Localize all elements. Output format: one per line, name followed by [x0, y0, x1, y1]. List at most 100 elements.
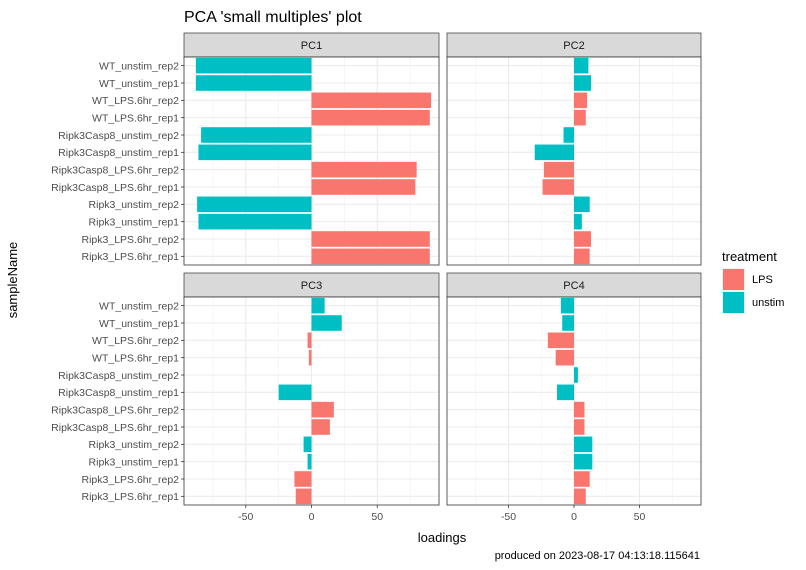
y-tick-label: WT_unstim_rep2 [99, 300, 179, 312]
bar [574, 488, 586, 505]
y-tick-label: Ripk3Casp8_unstim_rep2 [58, 130, 179, 142]
y-tick-label: WT_LPS.6hr_rep2 [92, 95, 179, 107]
x-axis-title: loadings [418, 530, 467, 545]
y-tick-label: Ripk3_unstim_rep2 [89, 199, 180, 211]
legend-title: treatment [722, 249, 777, 264]
y-tick-label: WT_LPS.6hr_rep1 [92, 352, 179, 364]
legend-label: LPS [752, 274, 773, 286]
bar [563, 127, 574, 143]
y-tick-label: Ripk3Casp8_unstim_rep1 [58, 387, 179, 399]
legend-key-unstim [723, 292, 744, 313]
bar [201, 127, 312, 143]
panel-pc3: PC3 WT_unstim_rep2 WT_unstim_rep1 WT_LPS.6h… [51, 272, 440, 523]
legend-key-lps [723, 269, 744, 290]
y-tick-label: Ripk3_LPS.6hr_rep2 [82, 474, 180, 486]
bar [195, 75, 312, 91]
y-tick-label: Ripk3_LPS.6hr_rep2 [82, 234, 180, 246]
bar [307, 332, 312, 349]
y-tick-label: WT_unstim_rep1 [99, 78, 179, 90]
bar [574, 367, 578, 383]
bar [574, 471, 590, 487]
bar [574, 75, 592, 91]
panel-pc2: PC2 [446, 32, 702, 266]
strip-pc3 [183, 272, 440, 298]
bar [574, 231, 592, 247]
x-tick-label: 50 [371, 511, 383, 523]
bar [534, 144, 574, 161]
x-tick-label: 50 [634, 511, 646, 523]
bar [303, 436, 312, 453]
bar [556, 384, 574, 401]
y-tick-label: Ripk3Casp8_LPS.6hr_rep2 [51, 404, 179, 416]
bar [574, 248, 590, 265]
panel-pc4: PC4 -50 0 50 [446, 272, 702, 523]
bar [311, 315, 342, 331]
bar [311, 419, 330, 435]
x-tick-label: -50 [238, 511, 253, 523]
y-tick-label: WT_LPS.6hr_rep1 [92, 112, 179, 124]
y-tick-label: Ripk3_unstim_rep2 [89, 439, 180, 451]
bar [542, 179, 574, 195]
bar [311, 179, 416, 195]
y-tick-label: Ripk3_LPS.6hr_rep1 [82, 251, 180, 263]
legend-label: unstim [752, 297, 784, 309]
bar [311, 92, 432, 109]
bar [198, 213, 312, 230]
strip-label: PC4 [563, 280, 584, 292]
panel-border [446, 56, 702, 266]
y-tick-label: Ripk3Casp8_LPS.6hr_rep1 [51, 422, 179, 434]
y-tick-label: WT_unstim_rep1 [99, 318, 179, 330]
bar [562, 315, 574, 331]
chart-title: PCA 'small multiples' plot [184, 9, 362, 26]
bar [308, 349, 312, 366]
bar [574, 453, 593, 470]
bar [278, 384, 312, 401]
bar [555, 349, 574, 366]
bar [311, 297, 325, 314]
bar [311, 161, 417, 178]
panel-border [183, 56, 440, 266]
bar [543, 161, 574, 178]
bar [294, 471, 312, 487]
y-tick-label: Ripk3Casp8_unstim_rep1 [58, 147, 179, 159]
strip-pc4 [446, 272, 702, 298]
caption: produced on 2023-08-17 04:13:18.115641 [495, 550, 700, 562]
bar [311, 401, 334, 418]
y-axis-title: sampleName [5, 242, 20, 319]
x-tick-label: 0 [571, 511, 577, 523]
bar [195, 57, 312, 74]
bar [574, 196, 590, 213]
strip-label: PC2 [563, 40, 584, 52]
strip-pc2 [446, 32, 702, 58]
bar [574, 419, 585, 435]
y-tick-label: Ripk3_unstim_rep1 [89, 456, 180, 468]
bar [547, 332, 574, 349]
y-tick-label: Ripk3_LPS.6hr_rep1 [82, 491, 180, 503]
facet-panels: PC1 WT_unstim_rep2 WT_unstim_rep1 WT_LPS.6h… [51, 32, 702, 523]
x-tick-label: 0 [309, 511, 315, 523]
bar [574, 213, 582, 230]
bar [574, 92, 588, 109]
bar [560, 297, 574, 314]
bar [574, 401, 585, 418]
strip-pc1 [183, 32, 440, 58]
y-tick-label: Ripk3Casp8_LPS.6hr_rep2 [51, 164, 179, 176]
legend: treatment LPS unstim [722, 249, 784, 314]
bar [311, 109, 430, 126]
bar [574, 436, 593, 453]
strip-label: PC1 [301, 40, 322, 52]
panel-pc1: PC1 WT_unstim_rep2 WT_unstim_rep1 WT_LPS.6h… [51, 32, 440, 266]
strip-label: PC3 [301, 280, 322, 292]
y-tick-label: Ripk3Casp8_LPS.6hr_rep1 [51, 182, 179, 194]
bar [311, 248, 430, 265]
bar [307, 453, 312, 470]
bar [197, 196, 312, 213]
y-tick-label: Ripk3_unstim_rep1 [89, 216, 180, 228]
y-tick-label: WT_unstim_rep2 [99, 60, 179, 72]
y-tick-label: Ripk3Casp8_unstim_rep2 [58, 370, 179, 382]
y-tick-label: WT_LPS.6hr_rep2 [92, 335, 179, 347]
x-tick-label: -50 [501, 511, 516, 523]
bar [574, 109, 586, 126]
bar [574, 57, 589, 74]
